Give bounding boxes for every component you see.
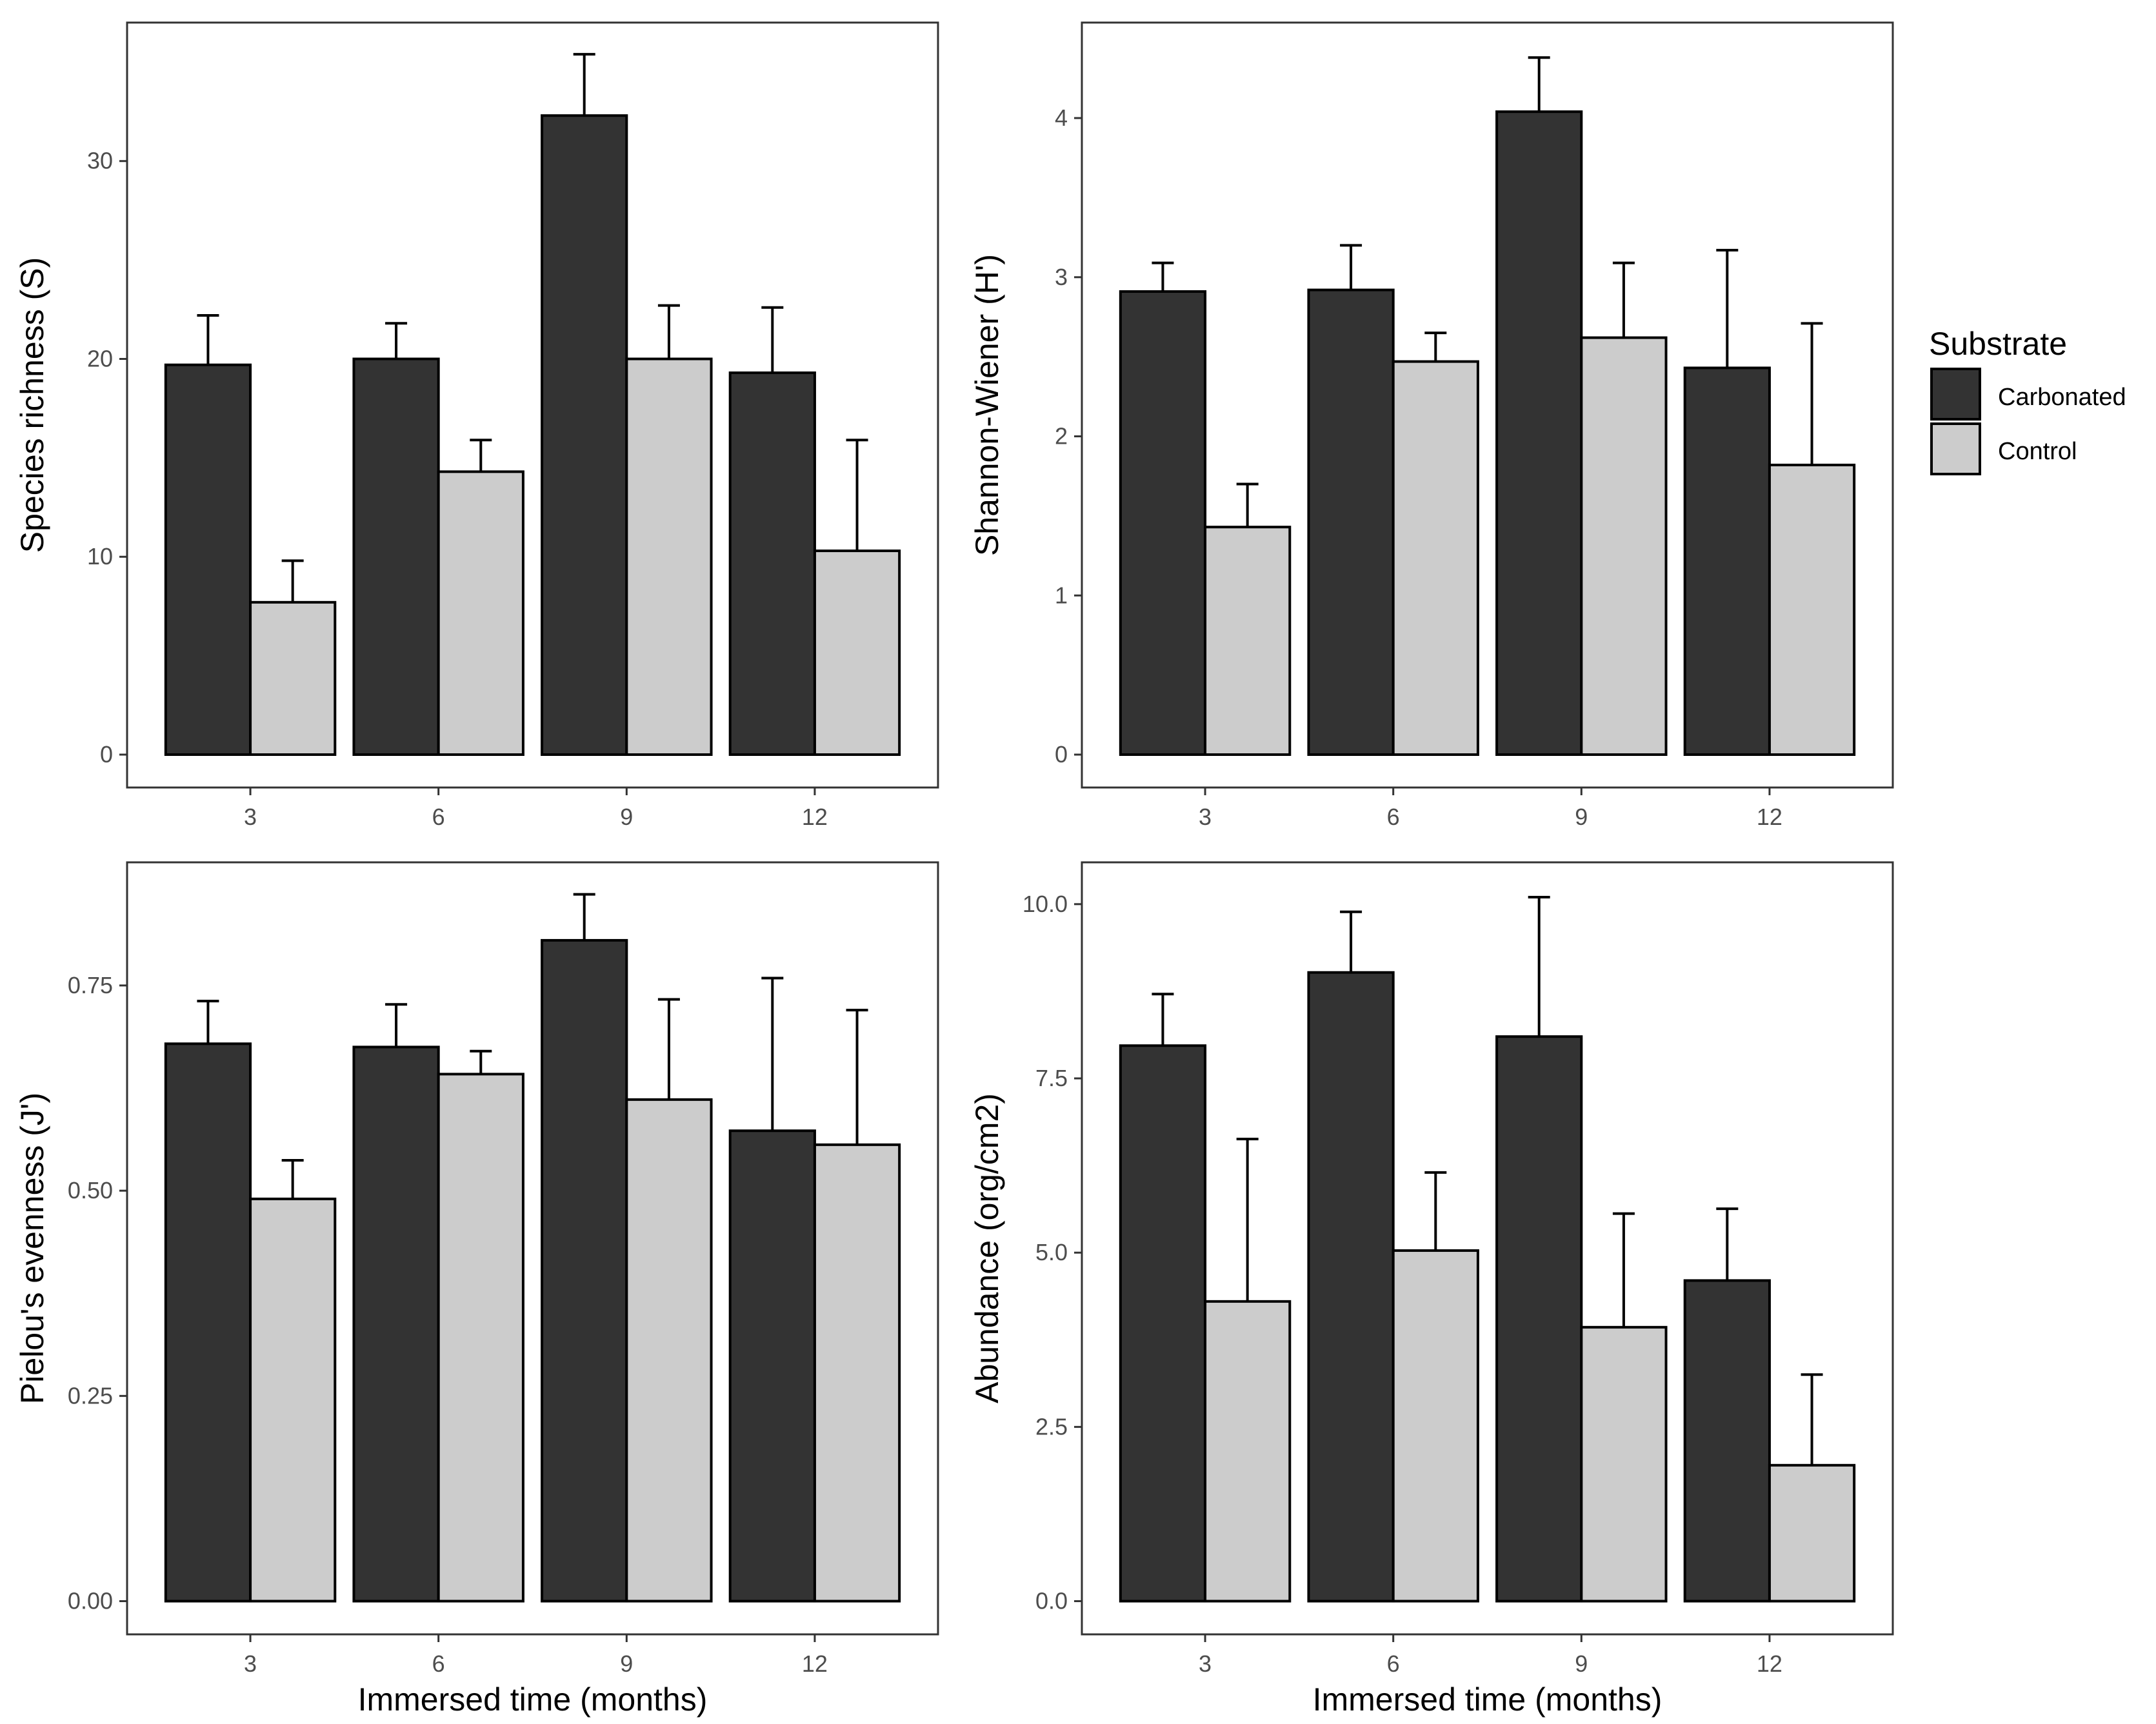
- legend-label-control: Control: [1998, 438, 2077, 465]
- legend: Substrate Carbonated Control: [1929, 326, 2126, 475]
- y-tick-label: 0.50: [68, 1177, 113, 1204]
- bar-carbonated: [164, 1042, 252, 1603]
- y-tick-label: 2.5: [1035, 1413, 1068, 1440]
- bar-control: [1768, 1463, 1856, 1603]
- x-tick-label: 6: [1387, 1650, 1400, 1677]
- panel-border: [1081, 861, 1894, 1636]
- bar-carbonated: [1495, 1035, 1583, 1603]
- x-tick-label: 12: [1757, 804, 1782, 830]
- y-tick-label: 0: [1055, 741, 1068, 768]
- bar-carbonated: [728, 371, 816, 757]
- legend-key-carbonated: [1930, 368, 1981, 421]
- bar-carbonated: [1683, 1279, 1771, 1603]
- y-tick-label: 0.00: [68, 1588, 113, 1614]
- panel-border: [126, 21, 939, 789]
- y-tick-label: 10.0: [1023, 891, 1068, 917]
- bar-control: [1204, 526, 1292, 757]
- x-tick-label: 12: [802, 804, 828, 830]
- y-tick-label: 1: [1055, 582, 1068, 608]
- legend-title: Substrate: [1929, 326, 2067, 362]
- y-tick-label: 0.0: [1035, 1588, 1068, 1614]
- y-axis-title: Species richness (S): [14, 257, 50, 553]
- x-tick-label: 9: [620, 804, 633, 830]
- x-tick-label: 3: [1199, 1650, 1212, 1677]
- y-tick-label: 0.25: [68, 1382, 113, 1409]
- x-tick-label: 6: [432, 1650, 445, 1677]
- x-tick-label: 9: [1575, 804, 1588, 830]
- bar-carbonated: [1307, 971, 1395, 1603]
- bar-control: [625, 1098, 713, 1603]
- y-axis-title: Abundance (org/cm2): [969, 1093, 1005, 1403]
- panel-4: 0.0 2.5 5.0 7.5 10.0 3 6 9 12 Abundance (org/cm2)…: [969, 861, 1894, 1718]
- bar-carbonated: [1683, 366, 1771, 757]
- bar-carbonated: [1119, 1044, 1207, 1603]
- panel-3: 0.00 0.25 0.50 0.75 3 6 9 12 Pielou's evenness (…: [14, 861, 939, 1718]
- bar-carbonated: [728, 1129, 816, 1603]
- bar-carbonated: [1307, 288, 1395, 757]
- bar-control: [437, 1073, 524, 1603]
- y-tick-label: 30: [87, 148, 113, 174]
- y-tick-label: 7.5: [1035, 1065, 1068, 1091]
- x-tick-label: 9: [620, 1650, 633, 1677]
- y-axis-title: Pielou's evenness (J'): [14, 1093, 50, 1404]
- bar-carbonated: [1119, 290, 1207, 757]
- x-tick-label: 9: [1575, 1650, 1588, 1677]
- bar-control: [1580, 1325, 1668, 1603]
- bar-carbonated: [352, 1045, 440, 1603]
- panel-border: [126, 861, 939, 1636]
- y-tick-label: 0.75: [68, 972, 113, 998]
- bar-control: [625, 357, 713, 757]
- bar-control: [249, 1197, 337, 1603]
- y-tick-label: 5.0: [1035, 1239, 1068, 1265]
- panel-1: 0 10 20 30 3 6 9 12 Species richness (S): [14, 21, 939, 830]
- y-tick-label: 3: [1055, 264, 1068, 290]
- x-axis-title: Immersed time (months): [1313, 1681, 1662, 1718]
- bar-control: [1580, 336, 1668, 757]
- bar-control: [1204, 1300, 1292, 1603]
- x-tick-label: 6: [432, 804, 445, 830]
- x-tick-label: 12: [1757, 1650, 1782, 1677]
- bar-control: [1392, 360, 1479, 757]
- x-tick-label: 3: [1199, 804, 1212, 830]
- bar-carbonated: [352, 357, 440, 757]
- legend-label-carbonated: Carbonated: [1998, 384, 2126, 411]
- legend-key-control: [1930, 422, 1981, 475]
- x-tick-label: 3: [244, 1650, 257, 1677]
- y-tick-label: 20: [87, 345, 113, 372]
- panel-border: [1081, 21, 1894, 789]
- y-tick-label: 2: [1055, 423, 1068, 450]
- bar-control: [437, 470, 524, 757]
- x-axis-title: Immersed time (months): [358, 1681, 708, 1718]
- bar-control: [1392, 1249, 1479, 1603]
- bar-carbonated: [164, 363, 252, 757]
- bar-carbonated: [1495, 110, 1583, 757]
- bar-carbonated: [541, 938, 628, 1603]
- y-tick-label: 10: [87, 543, 113, 570]
- x-tick-label: 3: [244, 804, 257, 830]
- bar-control: [1768, 463, 1856, 757]
- x-tick-label: 12: [802, 1650, 828, 1677]
- bar-control: [813, 550, 901, 757]
- bar-control: [813, 1143, 901, 1603]
- y-tick-label: 4: [1055, 104, 1068, 131]
- bar-control: [249, 600, 337, 757]
- y-tick-label: 0: [100, 741, 113, 768]
- x-tick-label: 6: [1387, 804, 1400, 830]
- y-axis-title: Shannon-Wiener (H'): [969, 254, 1005, 556]
- bar-carbonated: [541, 114, 628, 757]
